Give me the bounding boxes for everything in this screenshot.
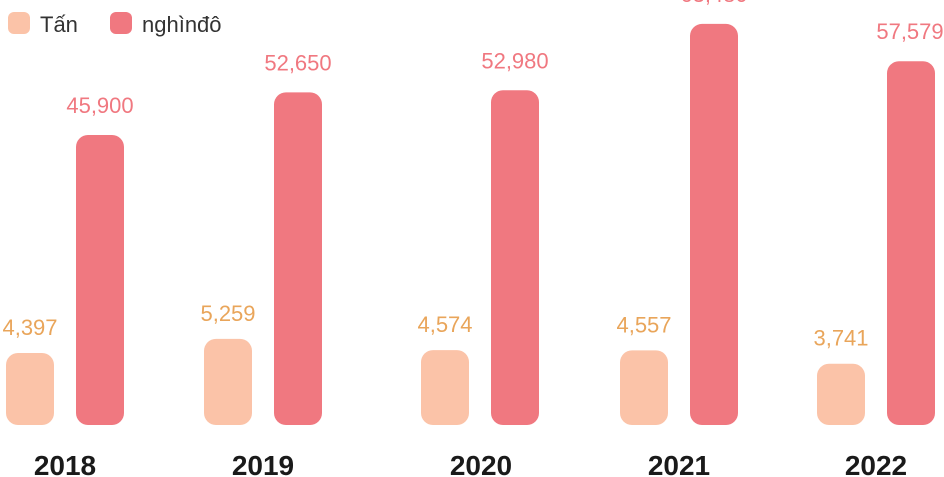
value-label-nghindo-2021: 63,480 [680, 0, 747, 7]
bar-nghindo-2019 [274, 92, 322, 426]
legend-label-nghindo: nghìnđô [142, 12, 222, 37]
value-label-nghindo-2022: 57,579 [876, 19, 943, 44]
bar-tan-2018 [6, 353, 54, 425]
year-labels-group: 2018 2019 2020 2021 2022 [34, 450, 907, 477]
value-label-tan-2019: 5,259 [200, 301, 255, 326]
value-label-nghindo-2018: 45,900 [66, 93, 133, 118]
bar-tan-2020 [421, 350, 469, 425]
value-label-nghindo-2020: 52,980 [481, 48, 548, 73]
legend-swatch-nghindo [110, 12, 132, 34]
category-label-2018: 2018 [34, 450, 96, 477]
bar-tan-2021 [620, 350, 668, 425]
value-label-tan-2020: 4,574 [417, 312, 472, 337]
legend: Tấn nghìnđô [8, 12, 222, 37]
value-label-nghindo-2019: 52,650 [264, 50, 331, 75]
value-label-tan-2022: 3,741 [813, 326, 868, 351]
value-label-tan-2018: 4,397 [2, 315, 57, 340]
category-label-2022: 2022 [845, 450, 907, 477]
bar-nghindo-2020 [491, 90, 539, 425]
bar-nghindo-2018 [76, 135, 124, 425]
category-label-2021: 2021 [648, 450, 710, 477]
bars-group [6, 23, 935, 426]
legend-swatch-tan [8, 12, 30, 34]
category-label-2019: 2019 [232, 450, 294, 477]
bar-nghindo-2021 [690, 23, 738, 426]
legend-label-tan: Tấn [40, 12, 78, 37]
value-labels-group: 4,397 45,900 5,259 52,650 4,574 52,980 4,557 63… [2, 0, 943, 351]
value-label-tan-2021: 4,557 [616, 312, 671, 337]
bar-nghindo-2022 [887, 61, 935, 425]
bar-tan-2019 [204, 338, 252, 425]
category-label-2020: 2020 [450, 450, 512, 477]
bar-tan-2022 [817, 363, 865, 425]
